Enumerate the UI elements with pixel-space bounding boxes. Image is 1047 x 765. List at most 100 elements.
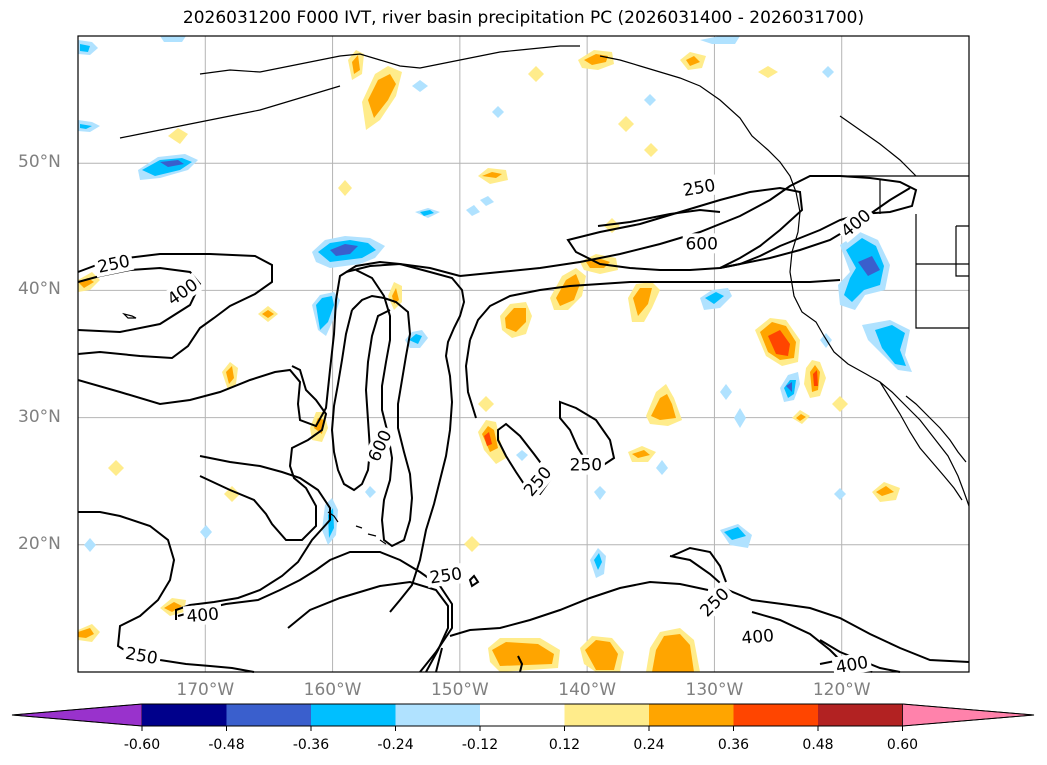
blue-patch [700, 36, 740, 44]
orange-patch [796, 414, 806, 421]
orange-patch [482, 172, 502, 178]
orange-patch [618, 116, 634, 132]
contour-line [175, 455, 331, 620]
colorbar-cell [142, 704, 227, 726]
blue-patch [80, 124, 92, 129]
contour-label: 400 [186, 604, 220, 627]
latitude-label: 50°N [18, 152, 61, 173]
blue-patch [412, 80, 428, 92]
blue-patch [516, 450, 528, 461]
orange-patch [528, 66, 544, 82]
orange-patch [585, 640, 618, 670]
contour-label-background [425, 562, 467, 588]
orange-patch [632, 450, 650, 458]
orange-patch [478, 396, 494, 412]
orange-patch [392, 288, 399, 304]
contour-line [669, 555, 970, 663]
orange-patch [652, 634, 694, 672]
blue-patch [492, 106, 504, 118]
orange-patch [168, 128, 188, 144]
blue-patch [786, 382, 792, 392]
blue-patch [84, 538, 96, 552]
contour-line [345, 262, 461, 277]
contour-line [671, 546, 727, 583]
orange-patch [686, 56, 700, 66]
negative-anomaly-patches [78, 36, 912, 578]
blue-patch [656, 460, 668, 475]
contour-line [177, 551, 453, 673]
colorbar-cell [480, 704, 565, 726]
longitude-label: 150°W [430, 680, 489, 700]
coastline-baja [879, 381, 963, 501]
blue-patch [420, 210, 434, 216]
blue-patch [734, 408, 746, 428]
colorbar-tick-label: 0.24 [633, 737, 665, 753]
orange-patch [338, 180, 352, 196]
coastline-mexico [905, 395, 967, 463]
blue-patch [80, 44, 90, 52]
contour-label: 600 [685, 234, 717, 254]
orange-patch [78, 628, 94, 638]
longitude-label: 160°W [303, 680, 362, 700]
orange-patch [352, 55, 360, 74]
colorbar-tick-label: -0.36 [292, 737, 330, 753]
orange-patch [492, 642, 554, 666]
contour-line [751, 611, 847, 667]
orange-patch [644, 143, 658, 157]
contour-label-background [362, 424, 397, 468]
orange-patch [832, 396, 848, 412]
colorbar-tick-label: -0.12 [461, 737, 499, 753]
contour-line [435, 647, 443, 673]
colorbar-tick-label: 0.36 [717, 737, 750, 753]
blue-patch [466, 205, 480, 216]
orange-patch [556, 274, 580, 306]
contour-line [464, 339, 477, 419]
colorbar-extend-max [902, 703, 1035, 727]
blue-patch [858, 256, 880, 276]
contour-label-background [682, 233, 721, 254]
blue-patch [160, 36, 186, 42]
latitude-label: 30°N [18, 406, 61, 427]
map-title: 2026031200 F000 IVT, river basin precipi… [182, 8, 865, 28]
blue-patch [644, 94, 656, 106]
blue-patch [820, 333, 832, 348]
orange-patch [464, 536, 480, 552]
blue-patch [834, 488, 846, 500]
positive-anomaly-patches [78, 50, 900, 672]
contour-line [287, 580, 449, 673]
latitude-label: 20°N [18, 533, 61, 554]
blue-patch [409, 334, 422, 344]
contour-line [469, 279, 841, 341]
blue-patch [822, 66, 834, 78]
orange-patch [108, 460, 124, 476]
state-borders [839, 115, 969, 329]
colorbar-extend-min [11, 703, 143, 727]
longitude-label: 130°W [685, 680, 744, 700]
orange-patch [505, 308, 526, 332]
colorbar-cell [649, 704, 734, 726]
contour-label: 250 [429, 564, 464, 588]
blue-patch [594, 486, 606, 500]
contour-line [330, 309, 391, 492]
coastline-alaska [199, 45, 580, 75]
longitude-label: 140°W [558, 680, 617, 700]
contour-line [351, 269, 414, 548]
orange-patch [368, 74, 396, 118]
blue-patch [365, 486, 376, 498]
blue-patch [200, 525, 212, 539]
contour-label: 400 [741, 626, 775, 649]
blue-patch [724, 527, 746, 540]
blue-patch [316, 296, 334, 330]
contour-label-background [737, 624, 778, 649]
blue-patch [330, 244, 358, 256]
colorbar-tick-label: -0.48 [208, 737, 245, 753]
map-background [78, 36, 969, 672]
colorbar-cell [311, 704, 396, 726]
contour-label-background [831, 651, 873, 678]
blue-patch [720, 384, 732, 400]
blue-patch [875, 325, 906, 366]
coastlines [119, 45, 970, 545]
colorbar-tick-label: 0.48 [802, 737, 834, 753]
